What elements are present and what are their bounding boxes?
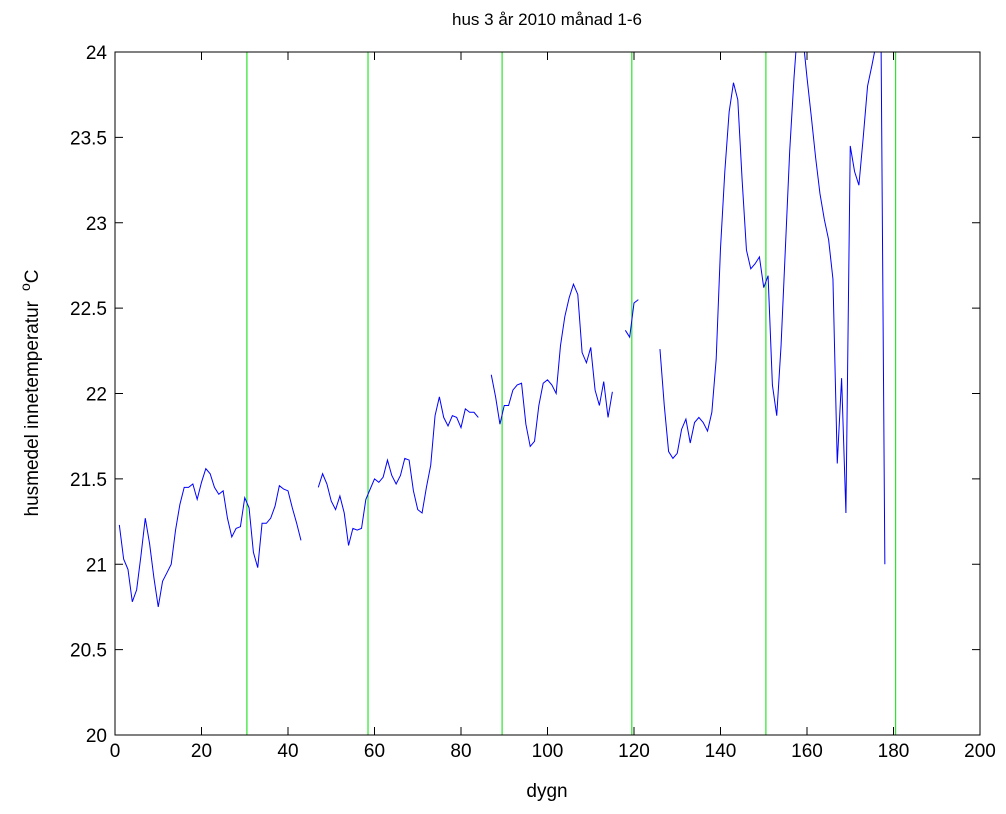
y-tick-label: 20 [86, 726, 107, 747]
data-line [118, 52, 886, 608]
x-tick-label: 40 [277, 741, 298, 762]
y-tick-label: 24 [86, 43, 108, 64]
x-tick-label: 0 [110, 741, 121, 762]
chart-title: hus 3 år 2010 månad 1-6 [452, 10, 642, 29]
y-axis-label: husmedel innetemperatur oC [17, 270, 43, 517]
y-tick-label: 23.5 [70, 128, 107, 149]
y-tick-label: 21 [86, 555, 107, 576]
x-tick-label: 120 [618, 741, 650, 762]
y-tick-label: 22.5 [70, 299, 107, 320]
x-tick-label: 60 [364, 741, 385, 762]
x-tick-label: 100 [532, 741, 564, 762]
x-tick-label: 80 [450, 741, 471, 762]
x-tick-label: 140 [705, 741, 737, 762]
x-tick-label: 160 [791, 741, 823, 762]
plot-area [118, 52, 897, 735]
x-axis-label: dygn [526, 781, 567, 802]
y-tick-label: 22 [86, 385, 107, 406]
y-label-sup: o [17, 283, 33, 291]
x-tick-label: 180 [878, 741, 910, 762]
y-label-unit: C [22, 270, 43, 284]
x-tick-label: 20 [191, 741, 212, 762]
y-label-text: husmedel innetemperatur [22, 300, 43, 516]
y-tick-label: 21.5 [70, 470, 107, 491]
y-tick-label: 20.5 [70, 641, 107, 662]
x-tick-label: 200 [964, 741, 996, 762]
y-tick-label: 23 [86, 214, 107, 235]
